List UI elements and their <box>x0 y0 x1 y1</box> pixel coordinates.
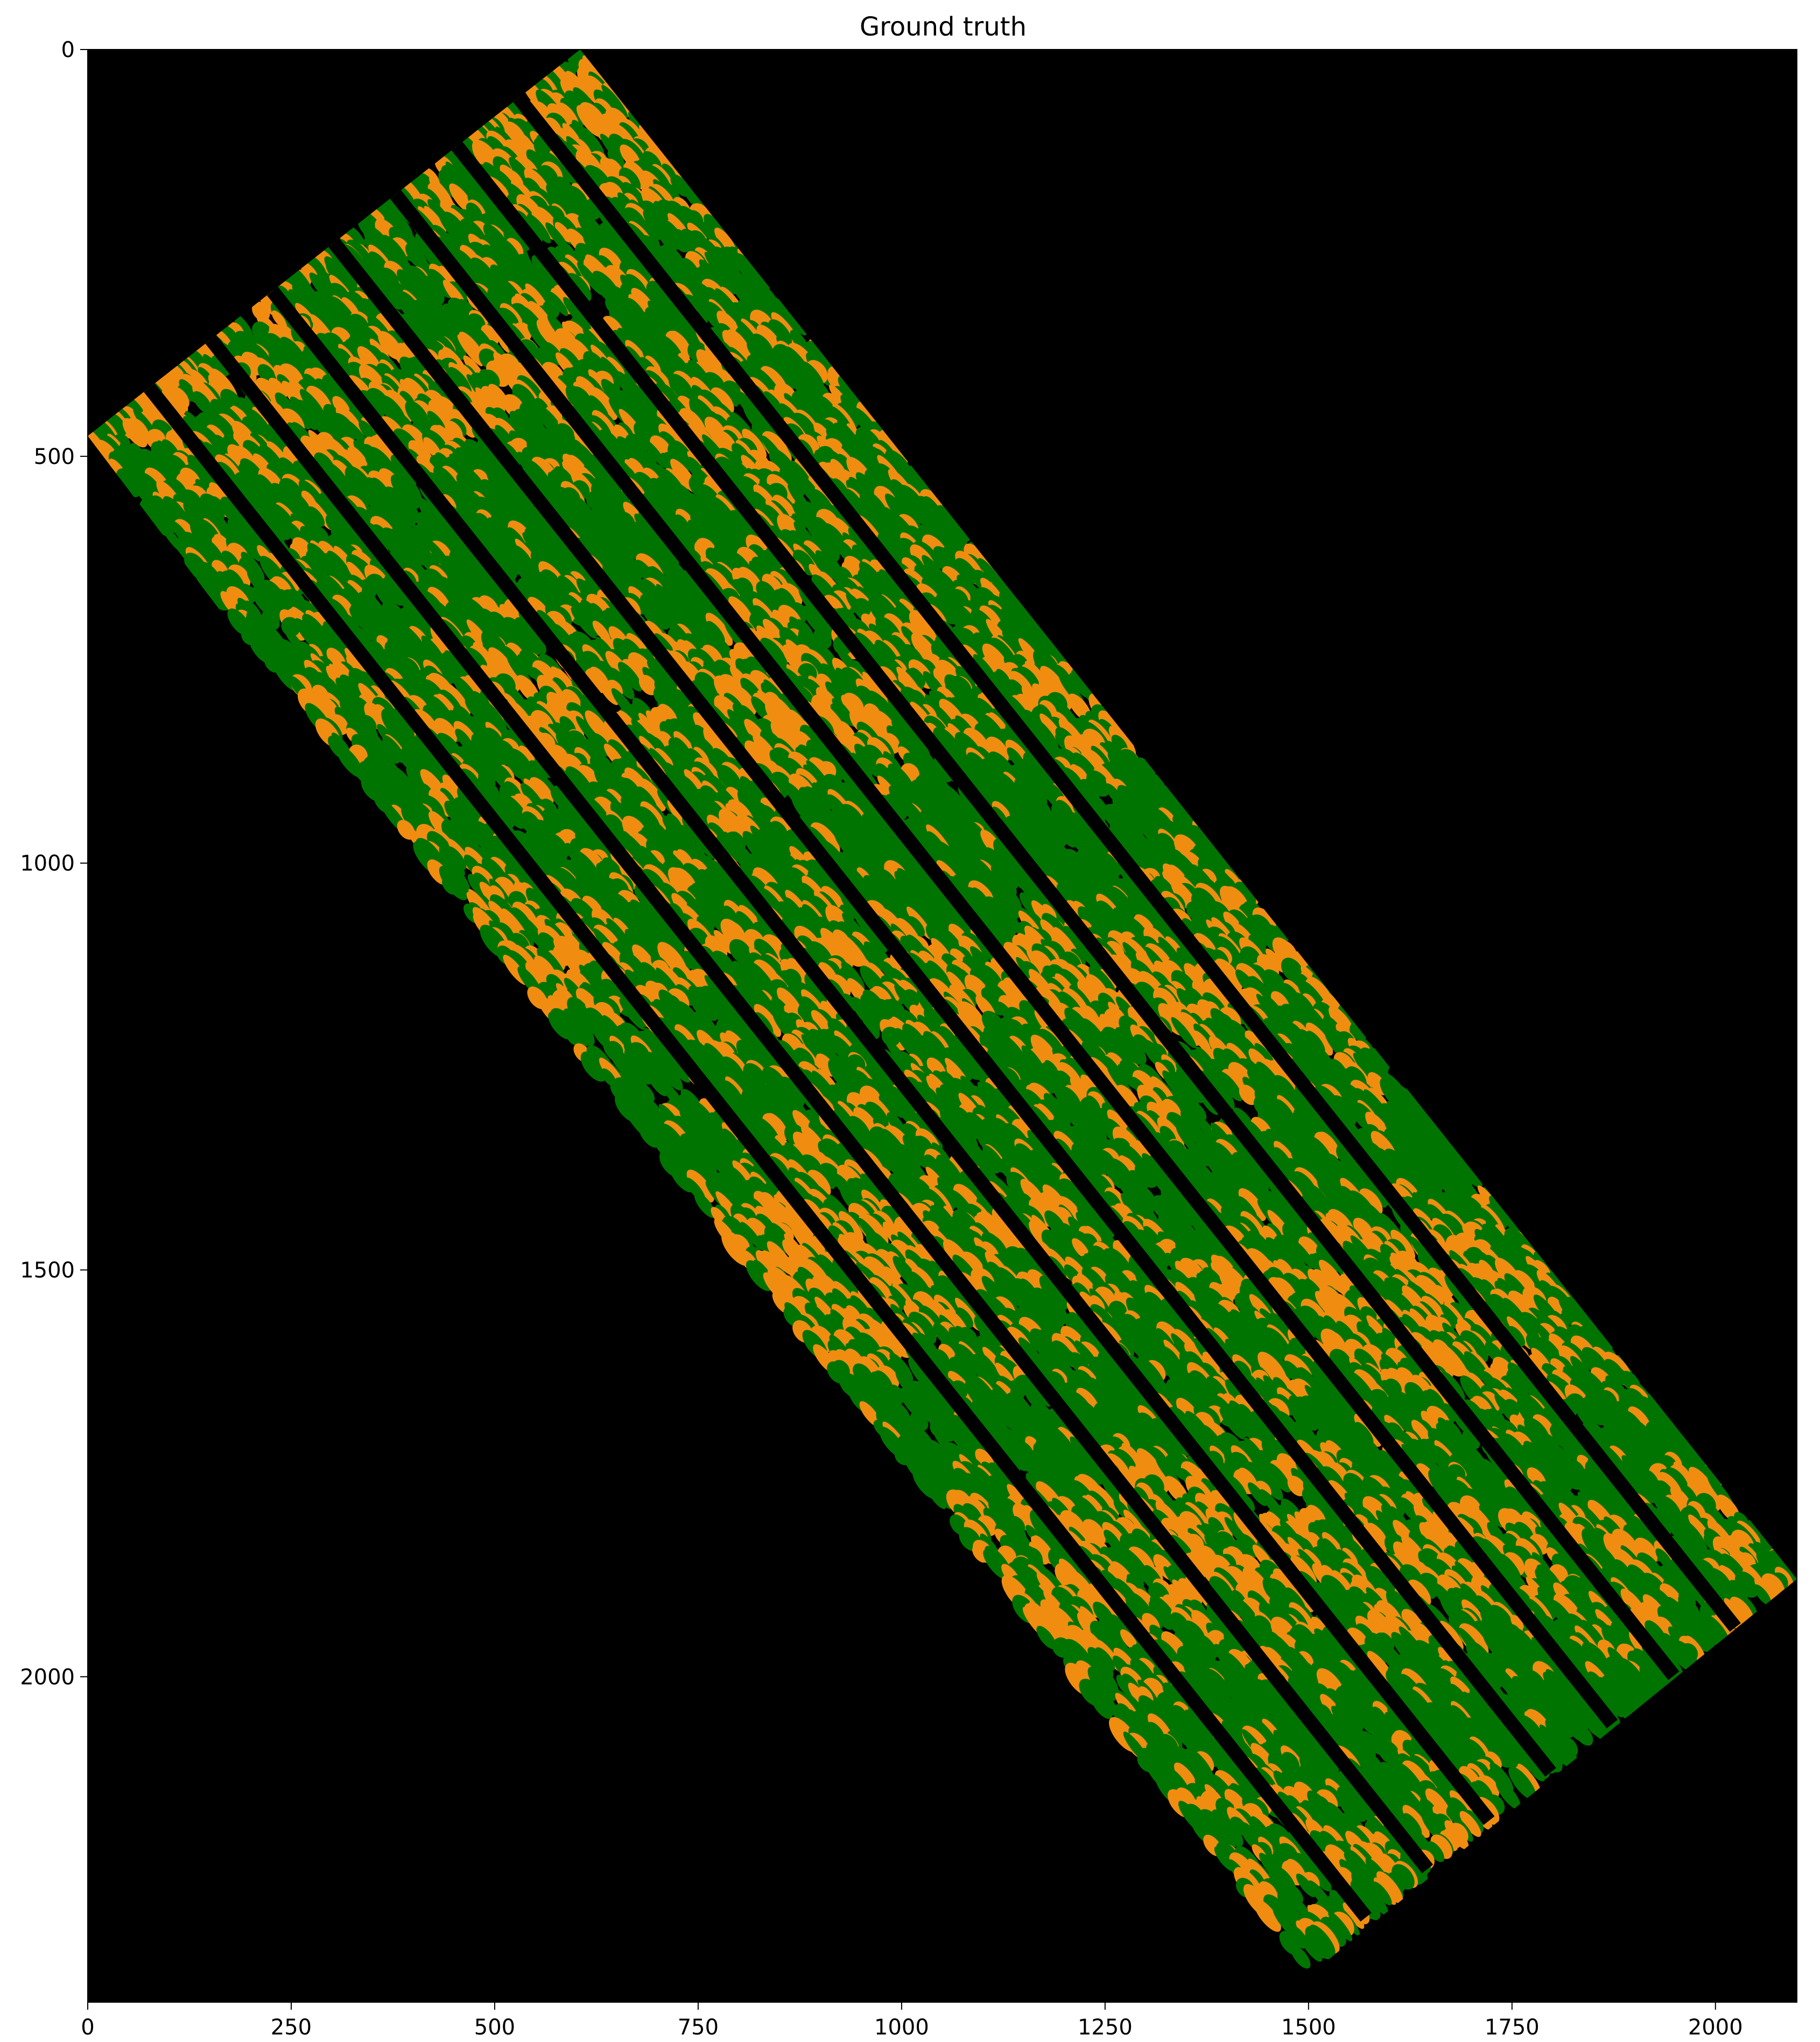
mask-blob <box>601 85 628 118</box>
segmentation-mask <box>88 50 1797 1969</box>
mask-blob <box>425 188 442 209</box>
mask-blob <box>424 206 447 234</box>
mask-blob <box>385 194 405 218</box>
chart-title: Ground truth <box>860 12 1027 42</box>
mask-blob <box>122 418 147 448</box>
mask-blob <box>271 310 287 329</box>
plot-area <box>87 49 1797 2003</box>
